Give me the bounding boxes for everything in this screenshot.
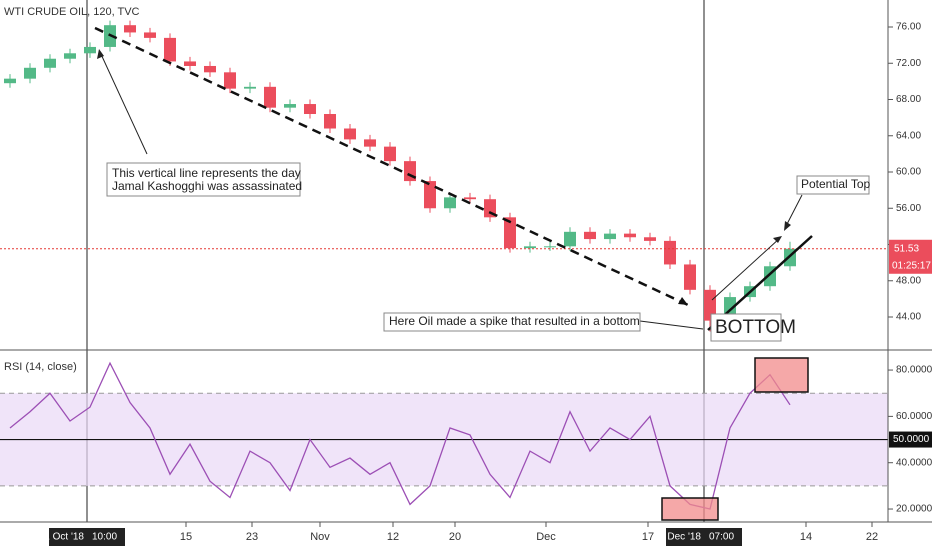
candle-body (204, 65, 216, 73)
highlight-box (754, 357, 809, 393)
candle-body (544, 246, 556, 248)
y-tick-label: 80.0000 (896, 365, 932, 376)
x-tick-label: 20 (449, 531, 461, 543)
x-tick-label: Nov (310, 531, 330, 543)
candle-body (304, 104, 316, 115)
channel-line (711, 237, 781, 301)
chart-title: WTI CRUDE OIL, 120, TVC (4, 6, 140, 18)
arrow-head (784, 221, 791, 231)
candle-body (184, 61, 196, 66)
x-tick-label: 14 (800, 531, 812, 543)
trend-line (94, 26, 689, 307)
annotation-text: This vertical line represents the day (112, 166, 301, 180)
candle-body (444, 197, 456, 209)
candle-body (644, 237, 656, 241)
candle-body (264, 86, 276, 108)
y-tick-label: 48.00 (896, 275, 921, 286)
x-tick-label: 23 (246, 531, 258, 543)
candle-body (224, 72, 236, 89)
y-tick-label: 40.0000 (896, 457, 932, 468)
highlight-box (661, 497, 719, 521)
arrow-head (773, 236, 782, 243)
midline-label-bg (889, 431, 932, 448)
midline-label: 50.0000 (893, 434, 930, 445)
candle-body (244, 86, 256, 89)
annotation-arrow (99, 51, 148, 155)
candle-body (44, 58, 56, 68)
candle-body (344, 128, 356, 140)
crosshair-label: 24 Dec '18 (654, 532, 702, 543)
candle-body (424, 181, 436, 209)
pane-title: RSI (14, close) (4, 361, 77, 373)
annotation-arrow (784, 194, 803, 229)
candle-body (124, 25, 136, 33)
candle-body (144, 32, 156, 38)
x-tick-label: 12 (387, 531, 399, 543)
y-tick-label: 76.00 (896, 22, 921, 33)
x-tick-label: 17 (642, 531, 654, 543)
crosshair-label: 07:00 (709, 532, 734, 543)
x-tick-label: 22 (866, 531, 878, 543)
crosshair-label: 10:00 (92, 532, 117, 543)
candle-body (704, 289, 716, 321)
x-tick-label: 15 (180, 531, 192, 543)
candle-body (364, 139, 376, 147)
countdown-label: 01:25:17 (892, 260, 931, 271)
annotation-text: Here Oil made a spike that resulted in a… (389, 314, 640, 328)
candle-body (84, 46, 96, 54)
candle-body (324, 114, 336, 129)
candle-body (164, 37, 176, 62)
candle-body (284, 104, 296, 108)
candle-body (524, 246, 536, 249)
candle-body (564, 231, 576, 247)
candle-body (684, 264, 696, 290)
annotation-arrow (639, 320, 704, 330)
annotation-box (106, 162, 301, 197)
plot: 44.0048.0052.0056.0060.0064.0068.0072.00… (0, 0, 932, 522)
candle-body (604, 233, 616, 240)
y-tick-label: 68.00 (896, 94, 921, 105)
x-tick-label: Dec (536, 531, 556, 543)
y-tick-label: 44.00 (896, 312, 921, 323)
candle-body (384, 146, 396, 162)
arrow-head (678, 297, 688, 305)
candle-body (64, 53, 76, 59)
annotation-box (383, 312, 641, 332)
candle-body (624, 233, 636, 238)
rsi-line (9, 361, 791, 510)
arrow-head (97, 49, 104, 59)
crosshair-label-bg (666, 528, 742, 546)
y-tick-label: 60.0000 (896, 411, 932, 422)
candle-body (464, 197, 476, 200)
annotation-text: Potential Top (801, 177, 870, 191)
y-tick-label: 64.00 (896, 130, 921, 141)
y-tick-label: 20.0000 (896, 504, 932, 515)
annotation-text: Jamal Kashogghi was assassinated (112, 179, 302, 193)
candle-body (584, 231, 596, 240)
last-price-label: 51.53 (894, 243, 919, 254)
candle-body (664, 240, 676, 265)
candle-body (504, 217, 516, 249)
y-tick-label: 72.00 (896, 58, 921, 69)
crosshair-label: 01 Oct '18 (39, 532, 85, 543)
y-tick-label: 60.00 (896, 167, 921, 178)
y-tick-label: 56.00 (896, 203, 921, 214)
candle-body (24, 67, 36, 79)
annotation-box (710, 313, 782, 342)
annotation-box (796, 175, 870, 195)
last-price-bg (889, 239, 932, 274)
annotation-text: BOTTOM (715, 317, 796, 338)
crosshair-label-bg (49, 528, 125, 546)
candle-body (4, 78, 16, 84)
